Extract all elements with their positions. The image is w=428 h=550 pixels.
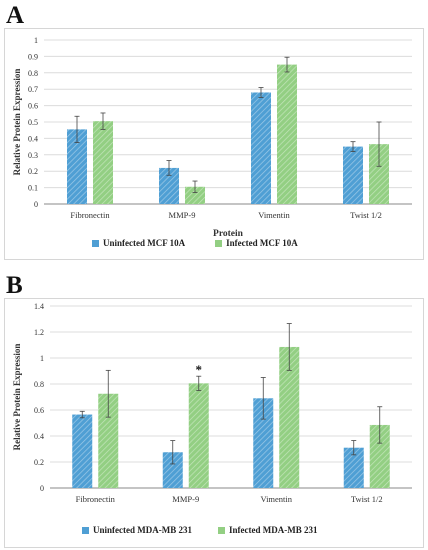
y-tick-label: 0.4 (34, 432, 44, 441)
bar-infected (279, 346, 300, 488)
x-tick-label: Fibronectin (70, 210, 110, 220)
x-tick-label: MMP-9 (169, 210, 196, 220)
bar-infected (93, 121, 113, 204)
y-axis-title: Relative Protein Expression (12, 344, 22, 451)
bar-infected (369, 424, 390, 488)
bar-uninfected (251, 92, 271, 204)
y-tick-label: 0.2 (28, 167, 38, 176)
x-tick-label: MMP-9 (172, 494, 199, 504)
chart-b: 0 0.2 0.4 0.6 0.8 1 1.2 1.4 Fibronectin MMP-9 * Vim… (12, 302, 412, 504)
x-tick-label: Vimentin (260, 494, 292, 504)
x-tick-label: Vimentin (258, 210, 290, 220)
y-tick-label: 0.5 (28, 118, 38, 127)
bar-uninfected (72, 414, 93, 488)
x-tick-label: Twist 1/2 (350, 210, 382, 220)
y-tick-label: 0.6 (34, 406, 44, 415)
legend-b: Uninfected MDA-MB 231 Infected MDA-MB 23… (82, 525, 317, 535)
legend-label-infected: Infected MDA-MB 231 (228, 525, 318, 535)
y-tick-label: 0.3 (28, 151, 38, 160)
x-tick-label: Fibronectin (76, 494, 116, 504)
bar-infected (185, 186, 205, 204)
legend-swatch-uninfected (92, 239, 99, 247)
panel-letter-a: A (6, 2, 25, 29)
y-tick-label: 0.4 (28, 134, 38, 143)
panel-letter-b: B (6, 272, 23, 299)
y-tick-label: 1 (34, 36, 38, 45)
bar-uninfected (67, 129, 87, 204)
legend-label-uninfected: Uninfected MCF 10A (103, 238, 186, 248)
y-tick-label: 0 (40, 484, 44, 493)
x-tick-label: Twist 1/2 (351, 494, 383, 504)
bar-infected (98, 393, 119, 488)
y-tick-label: 1 (40, 354, 44, 363)
panel-a: A 0 0.1 0.2 0.3 0.4 0.5 0.6 0.7 0.8 0.9 1 Fibronect… (0, 0, 428, 262)
legend-label-uninfected: Uninfected MDA-MB 231 (93, 525, 192, 535)
legend-label-infected: Infected MCF 10A (226, 238, 298, 248)
x-axis-title: Protein (213, 229, 244, 239)
chart-a: 0 0.1 0.2 0.3 0.4 0.5 0.6 0.7 0.8 0.9 1 Fibronectin… (12, 36, 412, 239)
y-tick-label: 0.2 (34, 458, 44, 467)
y-tick-label: 1.4 (34, 302, 44, 311)
y-tick-label: 0.7 (28, 85, 38, 94)
bar-uninfected (159, 167, 179, 204)
legend-swatch-infected (217, 526, 225, 534)
bar-infected (188, 383, 209, 488)
y-tick-label: 0.8 (28, 69, 38, 78)
bar-uninfected (253, 398, 274, 488)
y-tick-label: 0.1 (28, 184, 38, 193)
bar-infected (369, 144, 389, 204)
bar-uninfected (162, 452, 183, 488)
bar-uninfected (343, 447, 364, 488)
y-axis-title: Relative Protein Expression (12, 69, 22, 176)
legend-swatch-uninfected (82, 526, 89, 534)
y-tick-label: 0.9 (28, 52, 38, 61)
y-tick-label: 1.2 (34, 328, 44, 337)
legend-swatch-infected (215, 239, 223, 247)
legend-a: Uninfected MCF 10A Infected MCF 10A (92, 238, 298, 248)
bar-uninfected (343, 146, 363, 204)
y-tick-label: 0.8 (34, 380, 44, 389)
y-tick-label: 0 (34, 200, 38, 209)
panel-b: B 0 0.2 0.4 0.6 0.8 1 1.2 1.4 Fibronectin MMP-9 * V… (0, 270, 428, 550)
significance-marker: * (196, 362, 203, 377)
y-tick-label: 0.6 (28, 102, 38, 111)
bar-infected (277, 64, 297, 204)
